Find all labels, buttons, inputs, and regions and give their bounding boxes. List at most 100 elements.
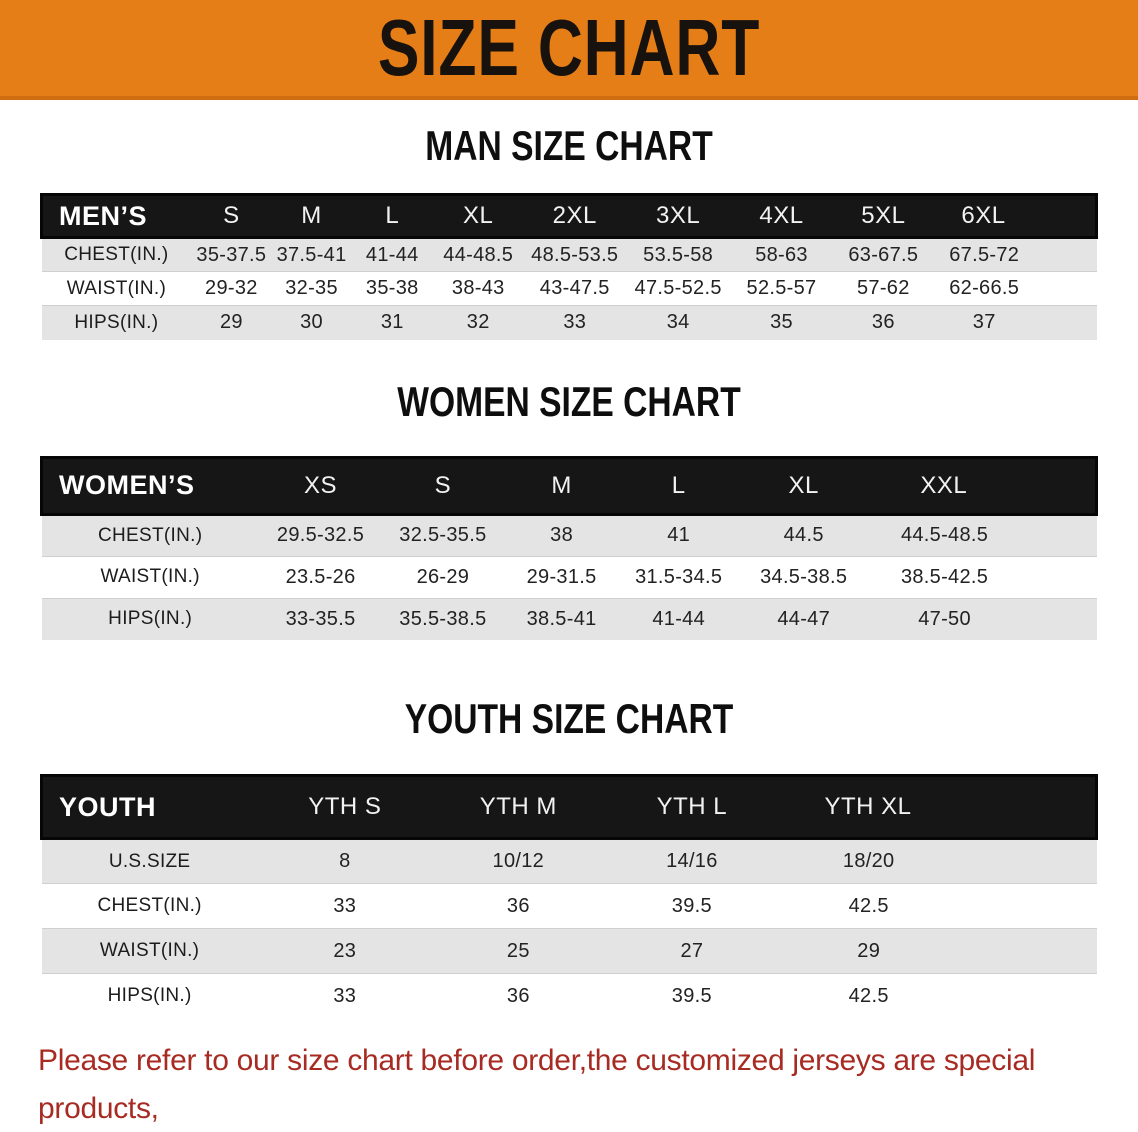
women-waist-label: WAIST(IN.) — [100, 566, 200, 587]
women-group-label: WOMEN’S — [59, 470, 195, 500]
men-waist-cell: 43-47.5 — [539, 277, 610, 299]
men-hips-label: HIPS(IN.) — [74, 311, 159, 333]
men-col-header-l: L — [385, 202, 400, 229]
men-hips-cell: 29 — [219, 311, 243, 334]
men-waist-cell: 29-32 — [205, 277, 258, 299]
women-hips-cell: 44-47 — [777, 607, 831, 630]
disclaimer-line-1: Please refer to our size chart before or… — [38, 1043, 1036, 1125]
women-section: WOMEN SIZE CHART WOMEN’S XS S M L XL XXL — [0, 377, 1138, 640]
youth-ussize-row: U.S.SIZE 8 10/12 14/16 18/20 — [41, 838, 1097, 884]
youth-hips-row: HIPS(IN.) 33 36 39.5 42.5 — [41, 973, 1097, 1019]
women-waist-cell: 38.5-42.5 — [900, 565, 989, 588]
women-size-table: WOMEN’S XS S M L XL XXL CHEST(IN.) 29.5-… — [40, 456, 1098, 640]
youth-col-header-m: YTH M — [479, 793, 557, 820]
women-col-header-s: S — [434, 471, 452, 499]
men-col-header-2xl: 2XL — [552, 202, 597, 229]
women-waist-cell: 29-31.5 — [526, 565, 597, 588]
men-hips-cell: 33 — [563, 311, 587, 334]
men-size-table: MEN’S S M L XL 2XL 3XL 4XL 5XL 6XL CHEST… — [40, 193, 1098, 340]
women-chest-cell: 41 — [667, 524, 691, 546]
men-hips-cell: 31 — [380, 311, 404, 334]
women-hips-row: HIPS(IN.) 33-35.5 35.5-38.5 38.5-41 41-4… — [41, 598, 1097, 640]
men-section-heading: MAN SIZE CHART — [425, 122, 713, 169]
youth-waist-row: WAIST(IN.) 23 25 27 29 — [41, 928, 1097, 974]
women-col-header-l: L — [671, 471, 686, 499]
youth-waist-cell: 29 — [857, 939, 881, 962]
men-waist-cell: 47.5-52.5 — [634, 277, 722, 299]
men-col-header-3xl: 3XL — [656, 202, 701, 229]
women-hips-cell: 47-50 — [918, 607, 971, 630]
men-hips-cell: 37 — [972, 311, 996, 334]
women-waist-cell: 31.5-34.5 — [635, 565, 723, 588]
youth-size-table: YOUTH YTH S YTH M YTH L YTH XL U.S.SIZE … — [40, 774, 1098, 1019]
youth-chest-cell: 42.5 — [848, 894, 889, 917]
men-col-header-6xl: 6XL — [961, 202, 1006, 229]
disclaimer: Please refer to our size chart before or… — [38, 1037, 1100, 1132]
women-waist-cell: 34.5-38.5 — [760, 565, 848, 588]
men-chest-cell: 37.5-41 — [276, 243, 347, 266]
women-chest-cell: 32.5-35.5 — [399, 524, 487, 546]
men-hips-cell: 32 — [466, 311, 490, 334]
men-chest-cell: 63-67.5 — [848, 243, 919, 266]
youth-chest-row: CHEST(IN.) 33 36 39.5 42.5 — [41, 883, 1097, 929]
youth-waist-cell: 27 — [680, 939, 704, 962]
women-chest-cell: 44.5-48.5 — [900, 524, 989, 546]
women-col-header-xl: XL — [788, 471, 819, 499]
men-col-header-m: M — [301, 202, 322, 229]
women-hips-cell: 35.5-38.5 — [399, 607, 487, 630]
men-chest-cell: 58-63 — [755, 243, 808, 266]
men-hips-cell: 34 — [666, 311, 690, 334]
youth-col-header-xl: YTH XL — [824, 793, 912, 820]
women-hips-cell: 38.5-41 — [526, 607, 597, 630]
youth-chest-label: CHEST(IN.) — [97, 895, 202, 916]
men-col-header-xl: XL — [463, 202, 494, 229]
youth-waist-cell: 23 — [333, 939, 357, 962]
men-waist-cell: 32-35 — [285, 277, 338, 299]
women-section-heading: WOMEN SIZE CHART — [397, 377, 741, 425]
men-waist-cell: 62-66.5 — [949, 277, 1020, 299]
youth-header-row: YOUTH YTH S YTH M YTH L YTH XL — [41, 775, 1097, 839]
men-col-header-4xl: 4XL — [759, 202, 804, 229]
youth-ussize-label: U.S.SIZE — [108, 850, 191, 872]
youth-col-header-s: YTH S — [308, 793, 382, 820]
women-waist-cell: 26-29 — [416, 565, 470, 588]
men-chest-cell: 44-48.5 — [443, 243, 514, 266]
women-waist-cell: 23.5-26 — [285, 565, 356, 588]
men-waist-cell: 38-43 — [451, 277, 505, 299]
men-waist-row: WAIST(IN.) 29-32 32-35 35-38 38-43 43-47… — [41, 271, 1097, 306]
youth-hips-cell: 36 — [506, 984, 530, 1007]
women-col-header-m: M — [551, 471, 572, 499]
youth-waist-cell: 25 — [506, 939, 530, 962]
men-hips-cell: 36 — [871, 311, 895, 334]
women-hips-label: HIPS(IN.) — [108, 608, 193, 630]
women-chest-cell: 44.5 — [783, 524, 824, 546]
men-col-header-5xl: 5XL — [861, 202, 906, 229]
banner-title: SIZE CHART — [377, 3, 761, 92]
men-hips-cell: 35 — [770, 311, 793, 334]
youth-hips-cell: 42.5 — [848, 984, 889, 1007]
youth-chest-cell: 39.5 — [671, 894, 712, 917]
women-hips-cell: 33-35.5 — [285, 607, 356, 630]
men-section: MAN SIZE CHART MEN’S S M L XL 2XL 3XL 4X… — [0, 122, 1138, 340]
men-header-row: MEN’S S M L XL 2XL 3XL 4XL 5XL 6XL — [41, 194, 1097, 238]
women-waist-row: WAIST(IN.) 23.5-26 26-29 29-31.5 31.5-34… — [41, 556, 1097, 598]
men-hips-row: HIPS(IN.) 29 30 31 32 33 34 35 36 37 — [41, 305, 1097, 340]
youth-hips-cell: 39.5 — [671, 984, 712, 1007]
women-chest-cell: 29.5-32.5 — [276, 524, 365, 546]
youth-section-heading: YOUTH SIZE CHART — [404, 695, 734, 742]
youth-waist-label: WAIST(IN.) — [99, 940, 200, 961]
banner: SIZE CHART — [0, 0, 1138, 100]
men-waist-cell: 52.5-57 — [746, 277, 817, 299]
youth-chest-cell: 33 — [333, 894, 357, 917]
men-chest-cell: 35-37.5 — [196, 243, 267, 266]
youth-hips-label: HIPS(IN.) — [107, 985, 192, 1007]
men-hips-cell: 30 — [300, 311, 323, 334]
men-chest-cell: 67.5-72 — [949, 243, 1020, 266]
men-chest-cell: 48.5-53.5 — [531, 243, 619, 266]
women-header-row: WOMEN’S XS S M L XL XXL — [41, 457, 1097, 514]
youth-ussize-cell: 10/12 — [492, 850, 545, 872]
youth-ussize-cell: 8 — [339, 850, 351, 872]
women-col-header-xs: XS — [304, 471, 338, 499]
women-chest-cell: 38 — [550, 524, 574, 546]
